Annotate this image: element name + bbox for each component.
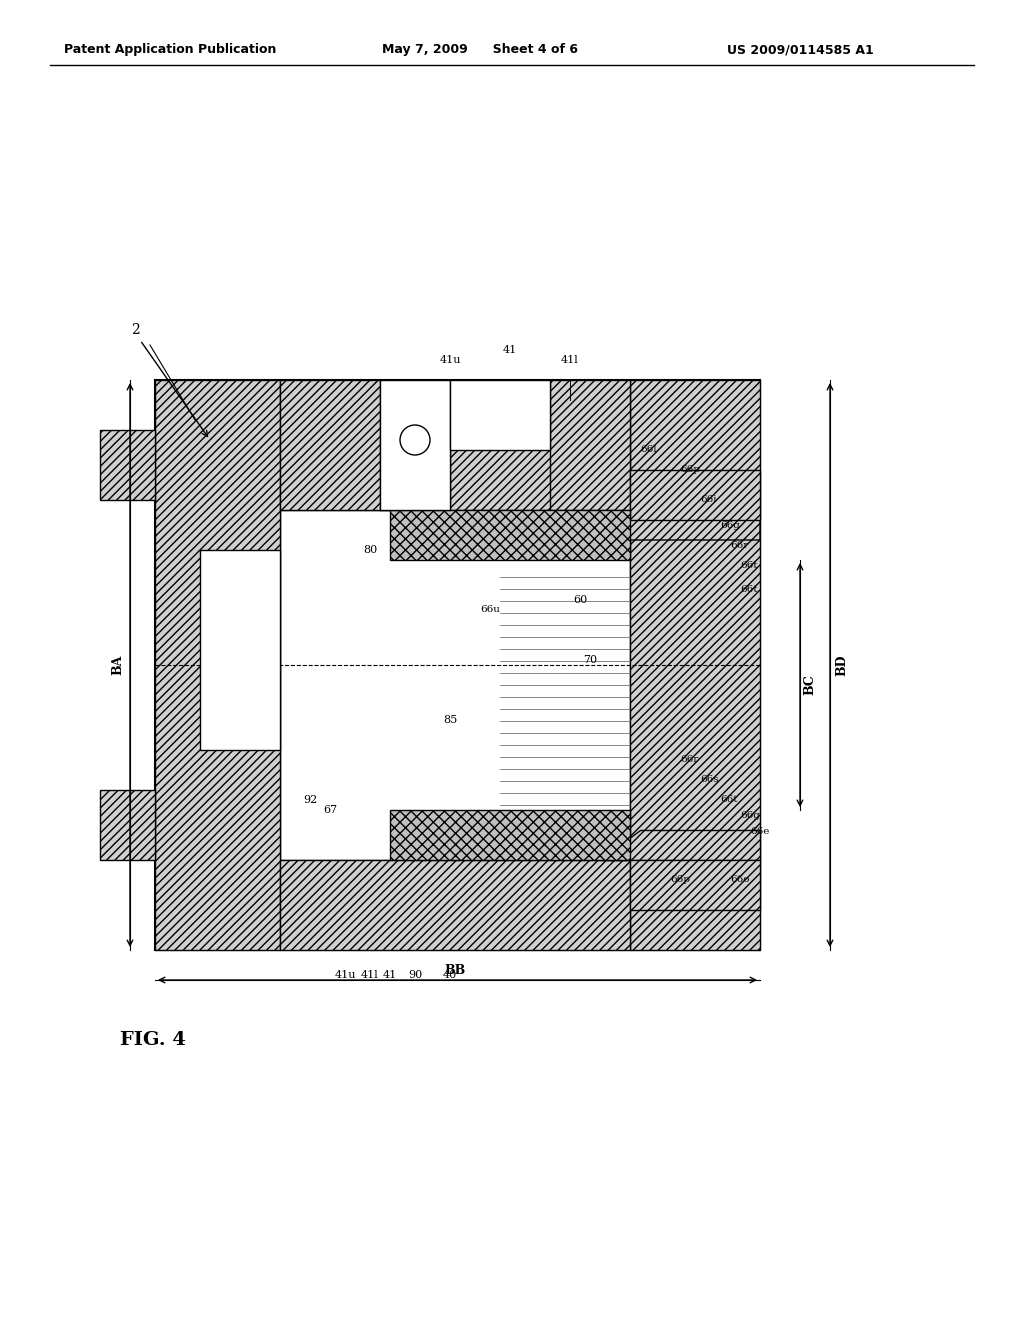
- Text: BA: BA: [112, 655, 125, 676]
- Polygon shape: [630, 861, 760, 909]
- Text: 66r: 66r: [730, 540, 749, 549]
- Polygon shape: [390, 810, 630, 861]
- Text: 66t: 66t: [740, 561, 758, 569]
- Text: 66t: 66t: [720, 796, 737, 804]
- Polygon shape: [600, 510, 760, 540]
- Text: Patent Application Publication: Patent Application Publication: [63, 44, 276, 57]
- Text: 92: 92: [303, 795, 317, 805]
- Polygon shape: [280, 380, 630, 510]
- Text: 66i: 66i: [700, 495, 717, 504]
- Polygon shape: [100, 789, 155, 861]
- Text: FIG. 4: FIG. 4: [120, 1031, 186, 1049]
- Text: 41: 41: [503, 345, 517, 355]
- Polygon shape: [450, 380, 550, 450]
- Text: 41u: 41u: [439, 355, 461, 366]
- Text: May 7, 2009  Sheet 4 of 6: May 7, 2009 Sheet 4 of 6: [382, 44, 578, 57]
- Polygon shape: [280, 510, 630, 861]
- Text: 66u: 66u: [480, 606, 500, 615]
- Text: 80: 80: [362, 545, 377, 554]
- Text: 80t: 80t: [431, 515, 450, 525]
- Text: BC: BC: [804, 675, 816, 696]
- Polygon shape: [280, 861, 630, 950]
- Text: BB: BB: [444, 964, 466, 977]
- Text: 41u: 41u: [334, 970, 355, 979]
- Text: 40: 40: [442, 970, 457, 979]
- Text: 66r: 66r: [680, 755, 698, 764]
- Polygon shape: [200, 550, 280, 750]
- Text: 66p: 66p: [670, 875, 690, 884]
- Text: 66o: 66o: [730, 875, 750, 884]
- Text: 60: 60: [572, 595, 587, 605]
- Text: 41l: 41l: [361, 970, 379, 979]
- Text: 90: 90: [408, 970, 422, 979]
- Polygon shape: [100, 430, 155, 500]
- Polygon shape: [380, 380, 450, 510]
- Text: 66g: 66g: [720, 520, 740, 529]
- Text: 67: 67: [323, 805, 337, 814]
- Text: 66e: 66e: [750, 828, 769, 837]
- Text: 85: 85: [442, 715, 457, 725]
- Polygon shape: [390, 510, 630, 560]
- Text: 66g: 66g: [740, 810, 760, 820]
- Text: BD: BD: [836, 655, 849, 676]
- Polygon shape: [630, 470, 760, 520]
- Text: 70: 70: [583, 655, 597, 665]
- Text: 66t: 66t: [740, 586, 758, 594]
- Text: 66l: 66l: [640, 446, 656, 454]
- Text: US 2009/0114585 A1: US 2009/0114585 A1: [727, 44, 873, 57]
- Text: 2: 2: [131, 323, 139, 337]
- Text: 41l: 41l: [561, 355, 579, 366]
- Text: 66s: 66s: [700, 776, 719, 784]
- Polygon shape: [630, 380, 760, 950]
- Text: 66p: 66p: [680, 466, 700, 474]
- Polygon shape: [600, 830, 760, 861]
- Text: 41: 41: [383, 970, 397, 979]
- Polygon shape: [155, 380, 280, 950]
